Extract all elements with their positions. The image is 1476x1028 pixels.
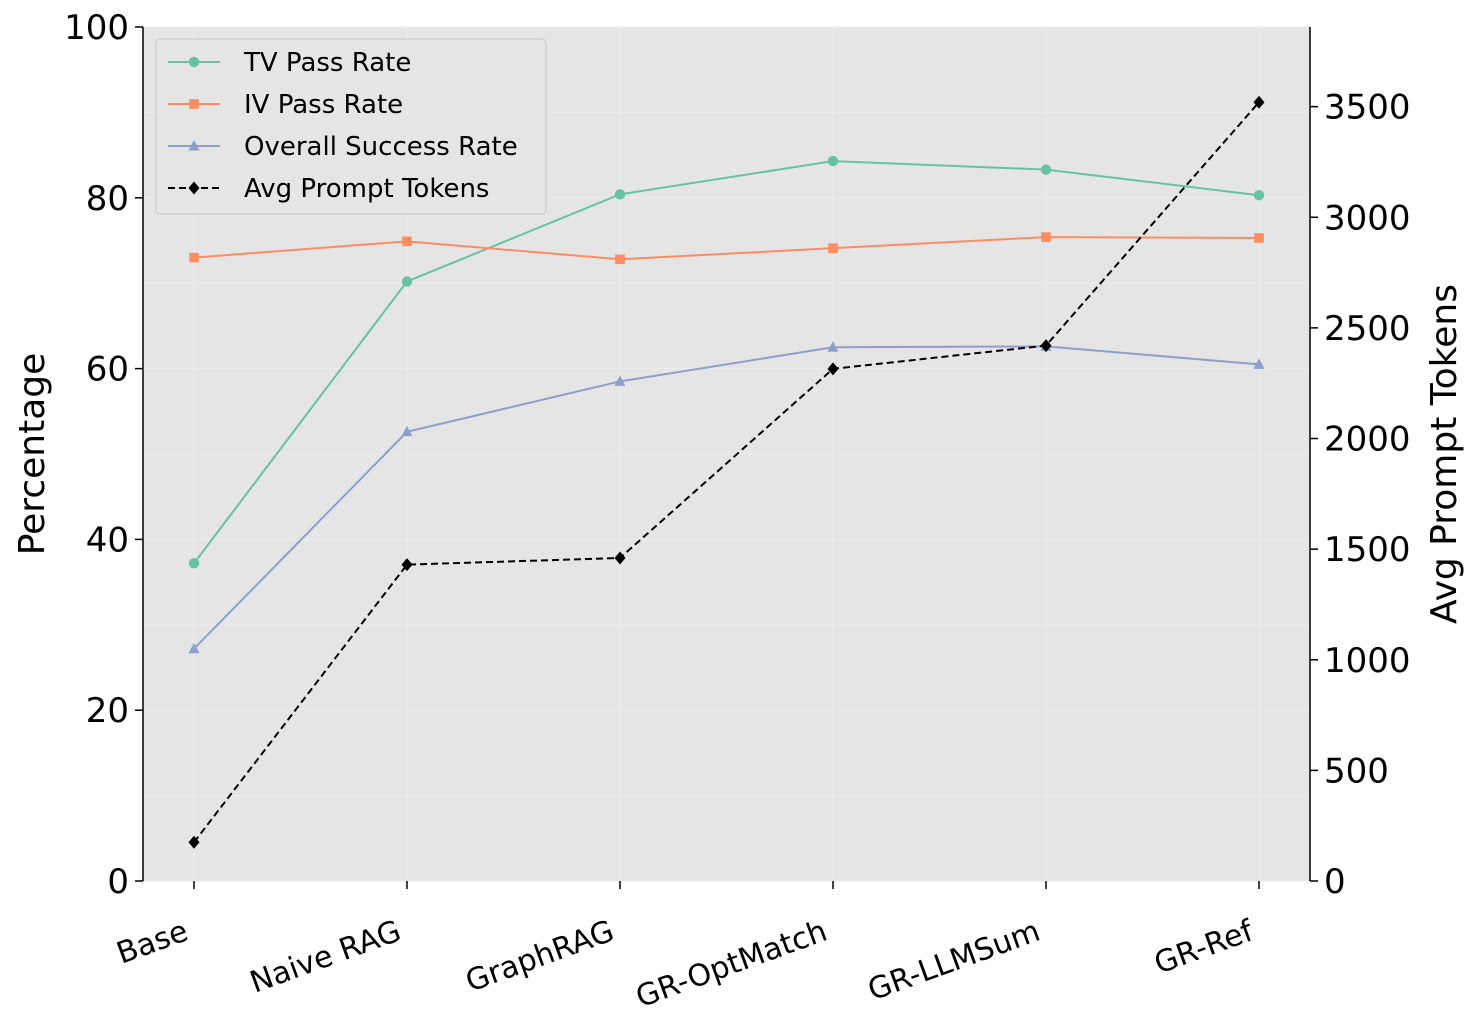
data-point-tv-pass-rate (614, 189, 626, 200)
y-tick-label-left: 80 (86, 179, 129, 219)
y-tick-label-right: 3000 (1324, 198, 1411, 238)
series-line-iv-pass-rate (193, 236, 1260, 261)
data-point-overall-success-rate (188, 642, 200, 654)
legend: TV Pass Rate IV Pass Rate Overall Success … (155, 38, 547, 215)
data-point-avg-prompt-tokens (401, 558, 413, 572)
y-tick-label-right: 2000 (1324, 420, 1411, 460)
data-point-tv-pass-rate (401, 276, 413, 287)
series-line-overall-success-rate (193, 345, 1260, 650)
data-point-overall-success-rate (1253, 358, 1265, 369)
y-tick-label-left: 40 (86, 520, 129, 560)
data-point-avg-prompt-tokens (1040, 339, 1052, 353)
y-tick-label-left: 20 (86, 691, 129, 731)
x-tick-label: GR-Ref (1150, 913, 1259, 981)
data-point-avg-prompt-tokens (1253, 95, 1265, 109)
series-line-tv-pass-rate (193, 160, 1260, 564)
legend-marker-iv-pass-rate (189, 99, 199, 109)
data-point-iv-pass-rate (615, 254, 625, 265)
x-tick-label: GR-LLMSum (863, 914, 1044, 1009)
legend-marker-tv-pass-rate (188, 56, 200, 68)
series-lines (188, 95, 1265, 849)
data-point-iv-pass-rate (828, 243, 838, 253)
series-iv-pass-rate (189, 232, 1264, 265)
legend-label-avg-prompt-tokens: Avg Prompt Tokens (244, 174, 489, 204)
x-tick-label: Base (112, 914, 193, 972)
y-tick-label-left: 60 (86, 350, 129, 390)
legend-label-tv-pass-rate: TV Pass Rate (243, 48, 411, 78)
data-point-overall-success-rate (614, 375, 626, 386)
data-point-overall-success-rate (827, 341, 839, 352)
y-tick-label-right: 1000 (1324, 641, 1411, 681)
data-point-avg-prompt-tokens (614, 551, 626, 565)
data-point-tv-pass-rate (1253, 190, 1265, 201)
data-point-tv-pass-rate (188, 558, 200, 569)
y-tick-label-right: 500 (1324, 751, 1389, 791)
y-tick-label-left: 100 (64, 8, 129, 48)
y-axis-label-right: Avg Prompt Tokens (1424, 284, 1465, 624)
x-tick-label: GR-OptMatch (631, 914, 831, 1015)
data-point-overall-success-rate (401, 425, 413, 437)
data-point-iv-pass-rate (1041, 232, 1051, 242)
data-point-avg-prompt-tokens (827, 362, 839, 376)
y-tick-label-right: 1500 (1324, 530, 1411, 570)
data-point-iv-pass-rate (189, 252, 199, 263)
x-tick-label: Naive RAG (245, 914, 405, 1001)
data-point-iv-pass-rate (1254, 233, 1264, 243)
legend-box (155, 38, 547, 215)
data-point-tv-pass-rate (827, 155, 839, 167)
y-tick-label-right: 3500 (1324, 88, 1411, 128)
y-tick-label-left: 0 (107, 862, 129, 902)
series-avg-prompt-tokens (188, 95, 1265, 849)
legend-label-iv-pass-rate: IV Pass Rate (244, 90, 403, 120)
y-tick-label-right: 2500 (1324, 309, 1411, 349)
x-tick-label: GraphRAG (461, 914, 619, 1000)
data-point-avg-prompt-tokens (188, 835, 200, 849)
legend-label-overall-success-rate: Overall Success Rate (244, 132, 518, 162)
legend-marker-avg-prompt-tokens (188, 181, 200, 195)
y-tick-label-right: 0 (1324, 862, 1346, 902)
data-point-tv-pass-rate (1040, 164, 1052, 175)
legend-marker-overall-success-rate (188, 140, 200, 151)
series-line-avg-prompt-tokens (193, 101, 1260, 843)
data-point-iv-pass-rate (402, 236, 412, 247)
y-axis-label-left: Percentage (12, 353, 53, 556)
series-tv-pass-rate (188, 155, 1265, 569)
